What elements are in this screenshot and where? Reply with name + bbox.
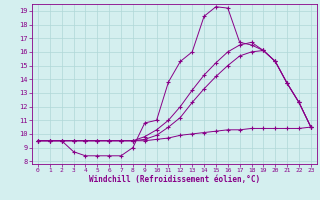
X-axis label: Windchill (Refroidissement éolien,°C): Windchill (Refroidissement éolien,°C): [89, 175, 260, 184]
